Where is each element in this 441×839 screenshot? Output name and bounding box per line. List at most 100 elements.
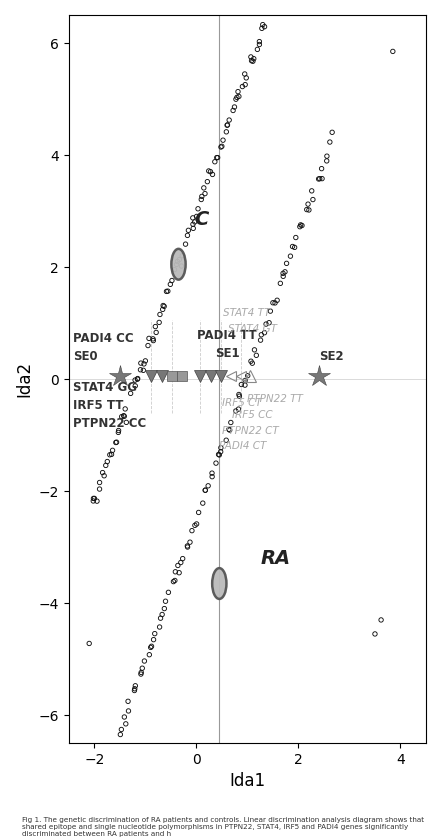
Point <box>226 113 233 127</box>
Point <box>108 448 115 461</box>
Point <box>112 435 120 449</box>
Point <box>207 165 214 179</box>
Point <box>153 326 160 339</box>
Point <box>193 518 200 531</box>
Point <box>239 80 246 93</box>
Point <box>174 255 181 268</box>
Point <box>86 637 93 650</box>
Point <box>177 555 184 569</box>
Point <box>235 85 242 98</box>
Point <box>297 218 304 232</box>
Point <box>267 305 274 318</box>
Point <box>315 172 322 185</box>
Point <box>249 55 256 68</box>
Point <box>131 373 138 387</box>
Point <box>233 91 240 104</box>
Text: SE1: SE1 <box>215 347 239 360</box>
Point <box>157 308 164 321</box>
Point <box>176 253 183 266</box>
Point <box>184 540 191 554</box>
Point <box>156 315 163 329</box>
Point <box>178 259 185 273</box>
Point <box>188 524 195 537</box>
X-axis label: Ida1: Ida1 <box>229 773 265 790</box>
Point <box>164 284 172 298</box>
Point <box>259 18 266 31</box>
Text: PADI4 CC: PADI4 CC <box>73 332 134 346</box>
Text: IRF5 CC: IRF5 CC <box>232 410 273 420</box>
Point <box>308 184 315 197</box>
Point <box>211 155 218 169</box>
Point <box>329 126 336 139</box>
Point <box>138 667 145 680</box>
Point <box>115 425 122 439</box>
Point <box>303 203 310 216</box>
Point <box>377 613 385 627</box>
Point <box>187 535 194 549</box>
Point <box>323 149 330 163</box>
Point <box>189 211 196 225</box>
Point <box>162 595 169 608</box>
Point <box>318 172 325 185</box>
Point <box>115 424 122 437</box>
Point <box>127 387 134 400</box>
Point <box>323 154 330 168</box>
Text: PTPN22 CT: PTPN22 CT <box>222 425 279 435</box>
Text: Fig 1. The genetic discrimination of RA patients and controls. Linear discrimina: Fig 1. The genetic discrimination of RA … <box>22 817 424 837</box>
Point <box>106 448 113 461</box>
Point <box>156 620 163 633</box>
Point <box>257 333 264 347</box>
Point <box>134 373 141 386</box>
Point <box>273 294 280 307</box>
Text: STAT4 GG: STAT4 GG <box>73 381 137 394</box>
Point <box>190 221 197 235</box>
Point <box>171 263 178 276</box>
Point <box>242 373 249 387</box>
Point <box>121 711 128 724</box>
Point <box>172 565 179 579</box>
Point <box>213 151 220 164</box>
Point <box>209 466 216 480</box>
Point <box>204 175 211 189</box>
Point <box>230 104 237 117</box>
Point <box>247 355 254 368</box>
Point <box>132 679 139 692</box>
Point <box>160 299 167 312</box>
Point <box>217 441 224 455</box>
Point <box>232 404 239 418</box>
Point <box>99 466 106 479</box>
Ellipse shape <box>172 249 186 279</box>
Point <box>202 483 209 497</box>
Point <box>198 193 205 206</box>
Point <box>304 197 311 211</box>
Point <box>202 483 209 497</box>
Point <box>191 215 198 228</box>
Point <box>280 267 287 280</box>
Point <box>90 494 97 508</box>
Point <box>194 202 202 216</box>
Point <box>226 424 233 437</box>
Point <box>217 140 224 154</box>
Text: PADI4 CT: PADI4 CT <box>219 441 267 451</box>
Text: IRF5 TT: IRF5 TT <box>73 399 123 413</box>
Point <box>191 519 198 532</box>
Point <box>118 722 125 736</box>
Point <box>122 717 129 731</box>
Point <box>198 190 206 203</box>
Point <box>109 444 116 457</box>
Point <box>90 492 97 505</box>
Point <box>113 435 120 449</box>
Point <box>213 456 220 470</box>
Point <box>241 378 248 392</box>
Text: PADI4 TT: PADI4 TT <box>197 329 257 341</box>
Point <box>167 278 174 291</box>
Point <box>223 434 230 447</box>
Point <box>216 448 223 461</box>
Text: STAT4 TT: STAT4 TT <box>223 308 270 318</box>
Text: SE0: SE0 <box>73 350 97 363</box>
Point <box>223 125 230 138</box>
Point <box>318 162 325 175</box>
Point <box>261 326 268 340</box>
Point <box>150 334 157 347</box>
Point <box>140 363 147 377</box>
